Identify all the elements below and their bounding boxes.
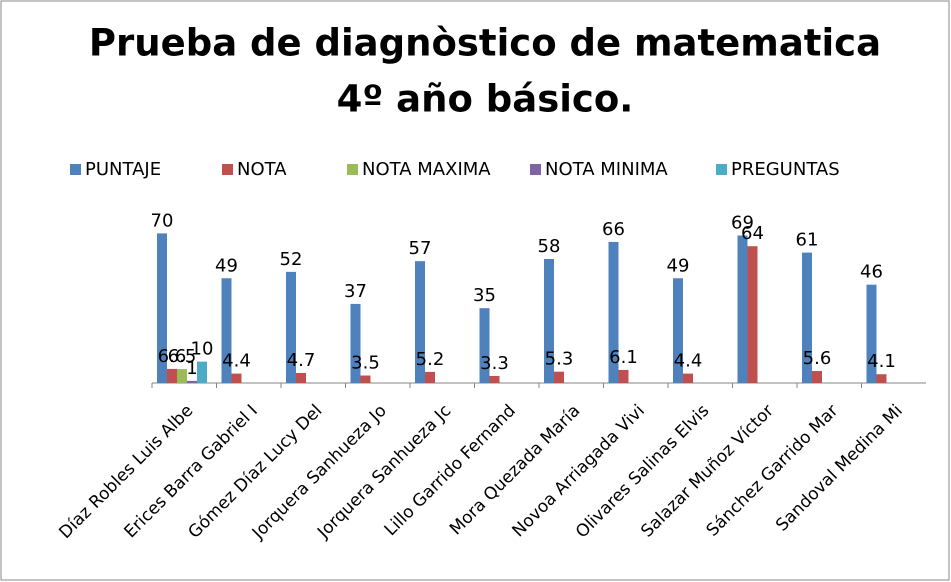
legend-label: NOTA MINIMA [545, 159, 668, 180]
bar [425, 371, 435, 383]
data-label: 70 [151, 210, 174, 231]
data-label: 49 [667, 255, 690, 276]
data-label: 64 [741, 223, 764, 244]
data-label: 66 [602, 219, 625, 240]
data-label: 1 [186, 358, 197, 379]
legend-swatch [70, 164, 81, 175]
bar [415, 261, 425, 383]
bar [737, 235, 748, 383]
bar [866, 284, 877, 383]
bar [683, 373, 693, 383]
bar [876, 374, 887, 383]
data-label: 61 [796, 230, 819, 251]
bar [221, 278, 232, 383]
bar [197, 361, 207, 383]
data-label: 49 [215, 255, 238, 276]
legend-label: PUNTAJE [85, 159, 161, 180]
bar [157, 233, 167, 383]
data-label: 58 [538, 236, 561, 257]
chart-title: Prueba de diagnòstico de matematica [89, 22, 881, 65]
data-label: 4.7 [287, 350, 316, 371]
bar [608, 241, 619, 383]
bar [673, 278, 683, 383]
data-label: 4.1 [867, 351, 896, 372]
bar [167, 368, 177, 383]
bar [187, 380, 197, 383]
legend-swatch [530, 164, 541, 175]
chart-title: 4º año básico. [337, 78, 634, 121]
data-label: 5.2 [416, 349, 445, 370]
bar [544, 259, 554, 383]
data-label: 35 [473, 285, 496, 306]
data-label: 6.1 [609, 347, 638, 368]
data-label: 3.5 [351, 353, 380, 374]
data-label: 4.4 [222, 351, 251, 372]
bar [489, 375, 500, 383]
legend-label: NOTA [237, 159, 287, 180]
bar [747, 246, 758, 383]
bar [360, 375, 371, 383]
data-label: 46 [860, 262, 883, 283]
data-label: 4.4 [674, 351, 703, 372]
bar [231, 373, 242, 383]
bar [177, 369, 187, 383]
data-label: 5.6 [803, 348, 832, 369]
bar [802, 252, 812, 383]
legend-swatch [222, 164, 233, 175]
data-label: 6.5 [168, 346, 197, 367]
bar [286, 271, 296, 383]
data-label: 69 [731, 213, 754, 234]
bar [812, 371, 822, 383]
data-label: 10 [191, 339, 214, 360]
bar [479, 308, 490, 383]
data-label: 57 [409, 238, 432, 259]
legend-label: NOTA MAXIMA [362, 159, 491, 180]
bar [554, 371, 564, 383]
bar [350, 303, 361, 383]
data-label: 6.6 [158, 346, 187, 367]
legend-label: PREGUNTAS [731, 159, 840, 180]
legend-swatch [347, 164, 358, 175]
bar [618, 369, 629, 383]
data-label: 52 [280, 249, 303, 270]
bar [296, 372, 306, 383]
data-label: 5.3 [545, 349, 574, 370]
data-label: 3.3 [480, 353, 509, 374]
legend-swatch [716, 164, 727, 175]
data-label: 37 [344, 281, 367, 302]
